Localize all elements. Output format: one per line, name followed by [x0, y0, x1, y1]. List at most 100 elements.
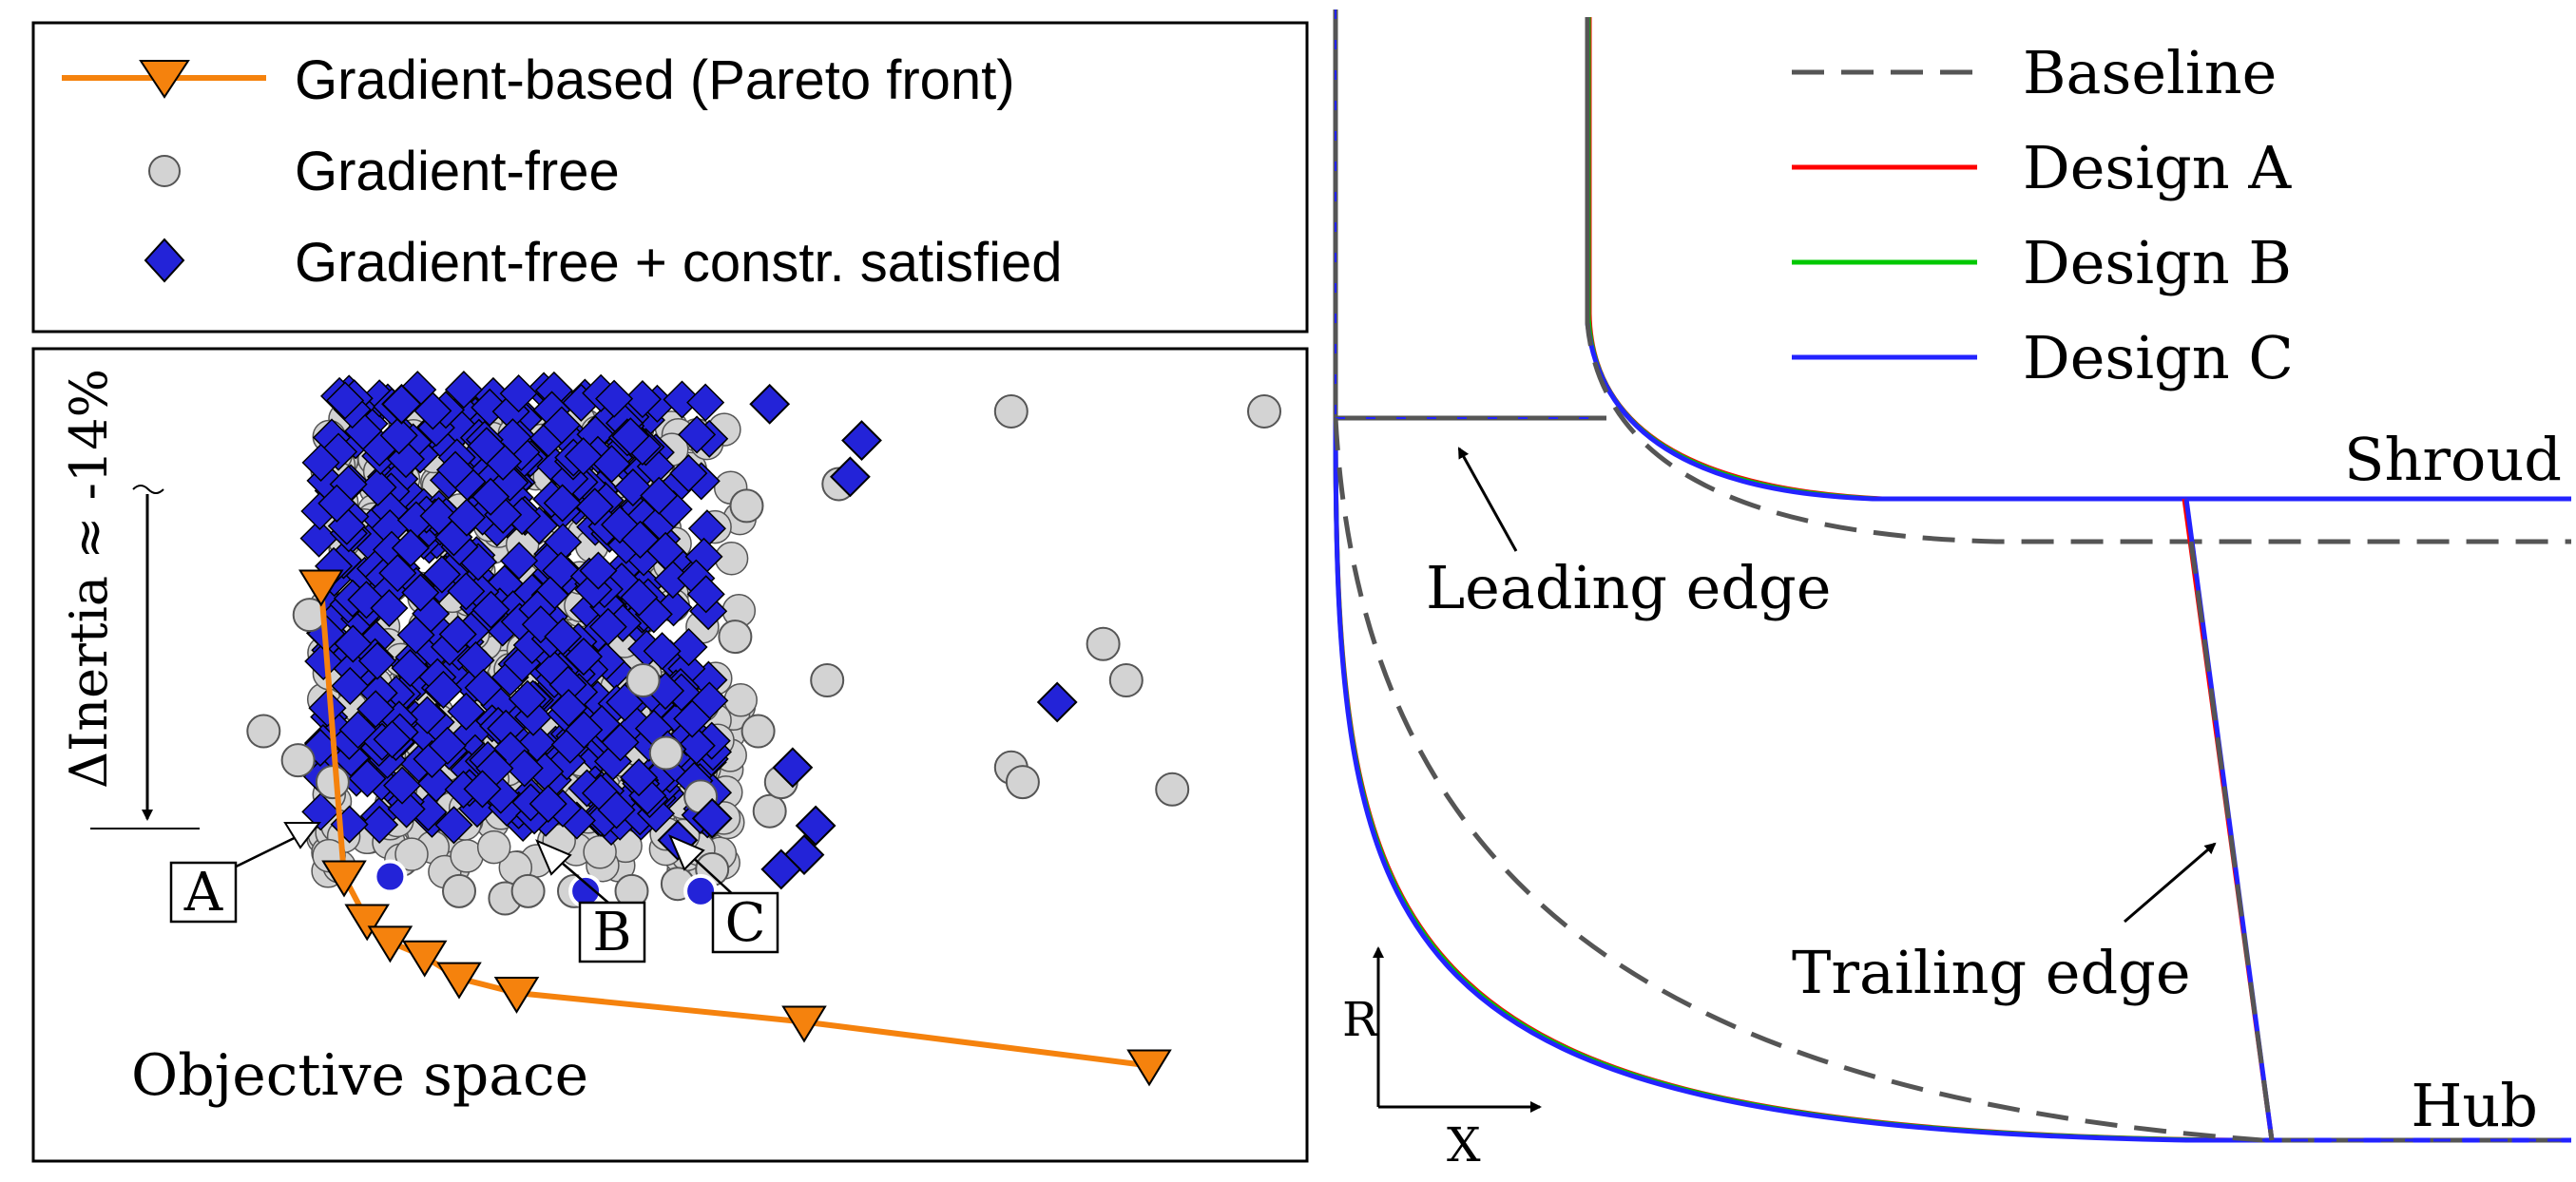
cloud-circle [476, 829, 511, 865]
pareto-point [1126, 1049, 1172, 1087]
cloud-diamond [595, 379, 634, 418]
pareto-point [436, 962, 482, 1000]
shroud-label: Shroud [2344, 425, 2562, 494]
cloud-diamond [505, 749, 544, 788]
design-markers [373, 859, 719, 908]
hub-design-a [1333, 417, 2571, 1143]
pareto-point [493, 976, 540, 1014]
gradient-free-point [1155, 772, 1190, 807]
trailing-edge-arrow [2124, 842, 2217, 924]
cloud-diamond [669, 627, 708, 667]
cloud-diamond [549, 688, 588, 728]
gradient-free-point [280, 743, 316, 778]
cloud-diamond [620, 758, 659, 797]
constr-satisfied-point [829, 456, 871, 498]
gradient-free-point [729, 488, 764, 524]
gradient-free-point [510, 873, 546, 908]
cloud-diamond [464, 668, 503, 707]
cloud-diamond [419, 496, 458, 536]
constr-satisfied-point [749, 383, 791, 425]
hub-design-b [1333, 417, 2571, 1143]
cloud-diamond [379, 416, 418, 455]
constr-satisfied-point [1036, 681, 1078, 723]
cloud-diamond [325, 381, 365, 420]
trailing-edge-label: Trailing edge [1792, 938, 2191, 1007]
cloud-diamond [521, 605, 560, 644]
legend-left: Gradient-based (Pareto front) Gradient-f… [31, 21, 1309, 334]
meridional-view-panel: Baseline Design A Design B Design C Shro… [1333, 10, 2571, 1172]
delta-break-mark [132, 485, 164, 494]
cloud-diamond [529, 784, 567, 824]
legend-right: Baseline Design A Design B Design C [1792, 38, 2294, 392]
cloud-diamond [348, 759, 387, 798]
constr-satisfied-point [772, 747, 814, 789]
cloud-diamond [500, 542, 539, 581]
x-axis-label: X [1447, 1117, 1481, 1172]
cloud-diamond [686, 575, 725, 614]
gradient-free-point [1086, 626, 1121, 661]
pareto-point [367, 925, 413, 963]
pareto-front-markers [298, 569, 1172, 1087]
cloud-diamond [654, 588, 693, 627]
cloud-diamond [600, 505, 640, 544]
legend-label-0: Gradient-based (Pareto front) [295, 49, 1015, 111]
design-label-c-text: C [725, 892, 766, 954]
legend-frame [31, 21, 1309, 334]
cloud-diamond [508, 679, 547, 718]
cloud-diamond [373, 720, 412, 759]
constr-satisfied-point [691, 797, 733, 839]
gradient-free-point [810, 663, 845, 697]
design-point-c [683, 873, 719, 908]
cloud-diamond [613, 467, 652, 507]
leading-edge-arrow [1457, 447, 1518, 552]
gradient-free-point [246, 714, 281, 749]
hub-design-c [1333, 417, 2571, 1143]
design-label-c: C [668, 834, 779, 954]
cloud-diamond [588, 607, 627, 646]
gradient-free-point [718, 620, 753, 655]
cloud-diamond [597, 791, 636, 829]
legend-diamond-marker [144, 238, 185, 283]
cloud-diamond [677, 726, 716, 765]
gradient-free-point [625, 663, 661, 697]
cloud-diamond [438, 615, 477, 654]
cloud-diamond [383, 766, 422, 805]
cloud-diamond [360, 805, 399, 845]
constr-satisfied-point [760, 848, 802, 890]
cloud-diamond [391, 649, 430, 688]
objective-space-label: Objective space [131, 1042, 588, 1109]
cloud-diamond [621, 520, 660, 559]
cloud-diamond [606, 683, 644, 722]
pareto-point [344, 904, 390, 942]
cloud-diamond [686, 383, 725, 422]
cloud-diamond [347, 581, 386, 620]
gradient-free-point [1247, 393, 1281, 429]
design-label-a: A [169, 822, 322, 924]
cloud-diamond [301, 792, 340, 831]
legend-label-2: Gradient-free + constr. satisfied [295, 232, 1063, 294]
cloud-diamond [467, 427, 506, 466]
gradient-free-point [752, 793, 787, 829]
cloud-diamond [434, 806, 473, 845]
pareto-point [401, 940, 448, 978]
cloud-diamond [408, 696, 447, 734]
cloud-diamond [543, 484, 582, 523]
gradient-free-point [1005, 765, 1040, 800]
gradient-free-point [315, 765, 350, 800]
cloud-diamond [378, 554, 417, 593]
gradient-free-point [442, 873, 476, 908]
hub-baseline [1333, 417, 2571, 1143]
constr-satisfied-point [841, 420, 882, 461]
cloud-diamond [575, 487, 614, 526]
gradient-free-point [1108, 663, 1144, 697]
cloud-diamond [620, 578, 659, 617]
constr-satisfied-points [381, 383, 1078, 890]
pareto-point [781, 1005, 827, 1043]
cloud-diamond [356, 690, 395, 729]
cloud-diamond [471, 388, 509, 427]
cloud-diamond [640, 476, 679, 515]
cloud-diamond [463, 770, 502, 809]
cloud-diamond [447, 498, 487, 537]
legend-design-b-label: Design B [2023, 228, 2292, 297]
